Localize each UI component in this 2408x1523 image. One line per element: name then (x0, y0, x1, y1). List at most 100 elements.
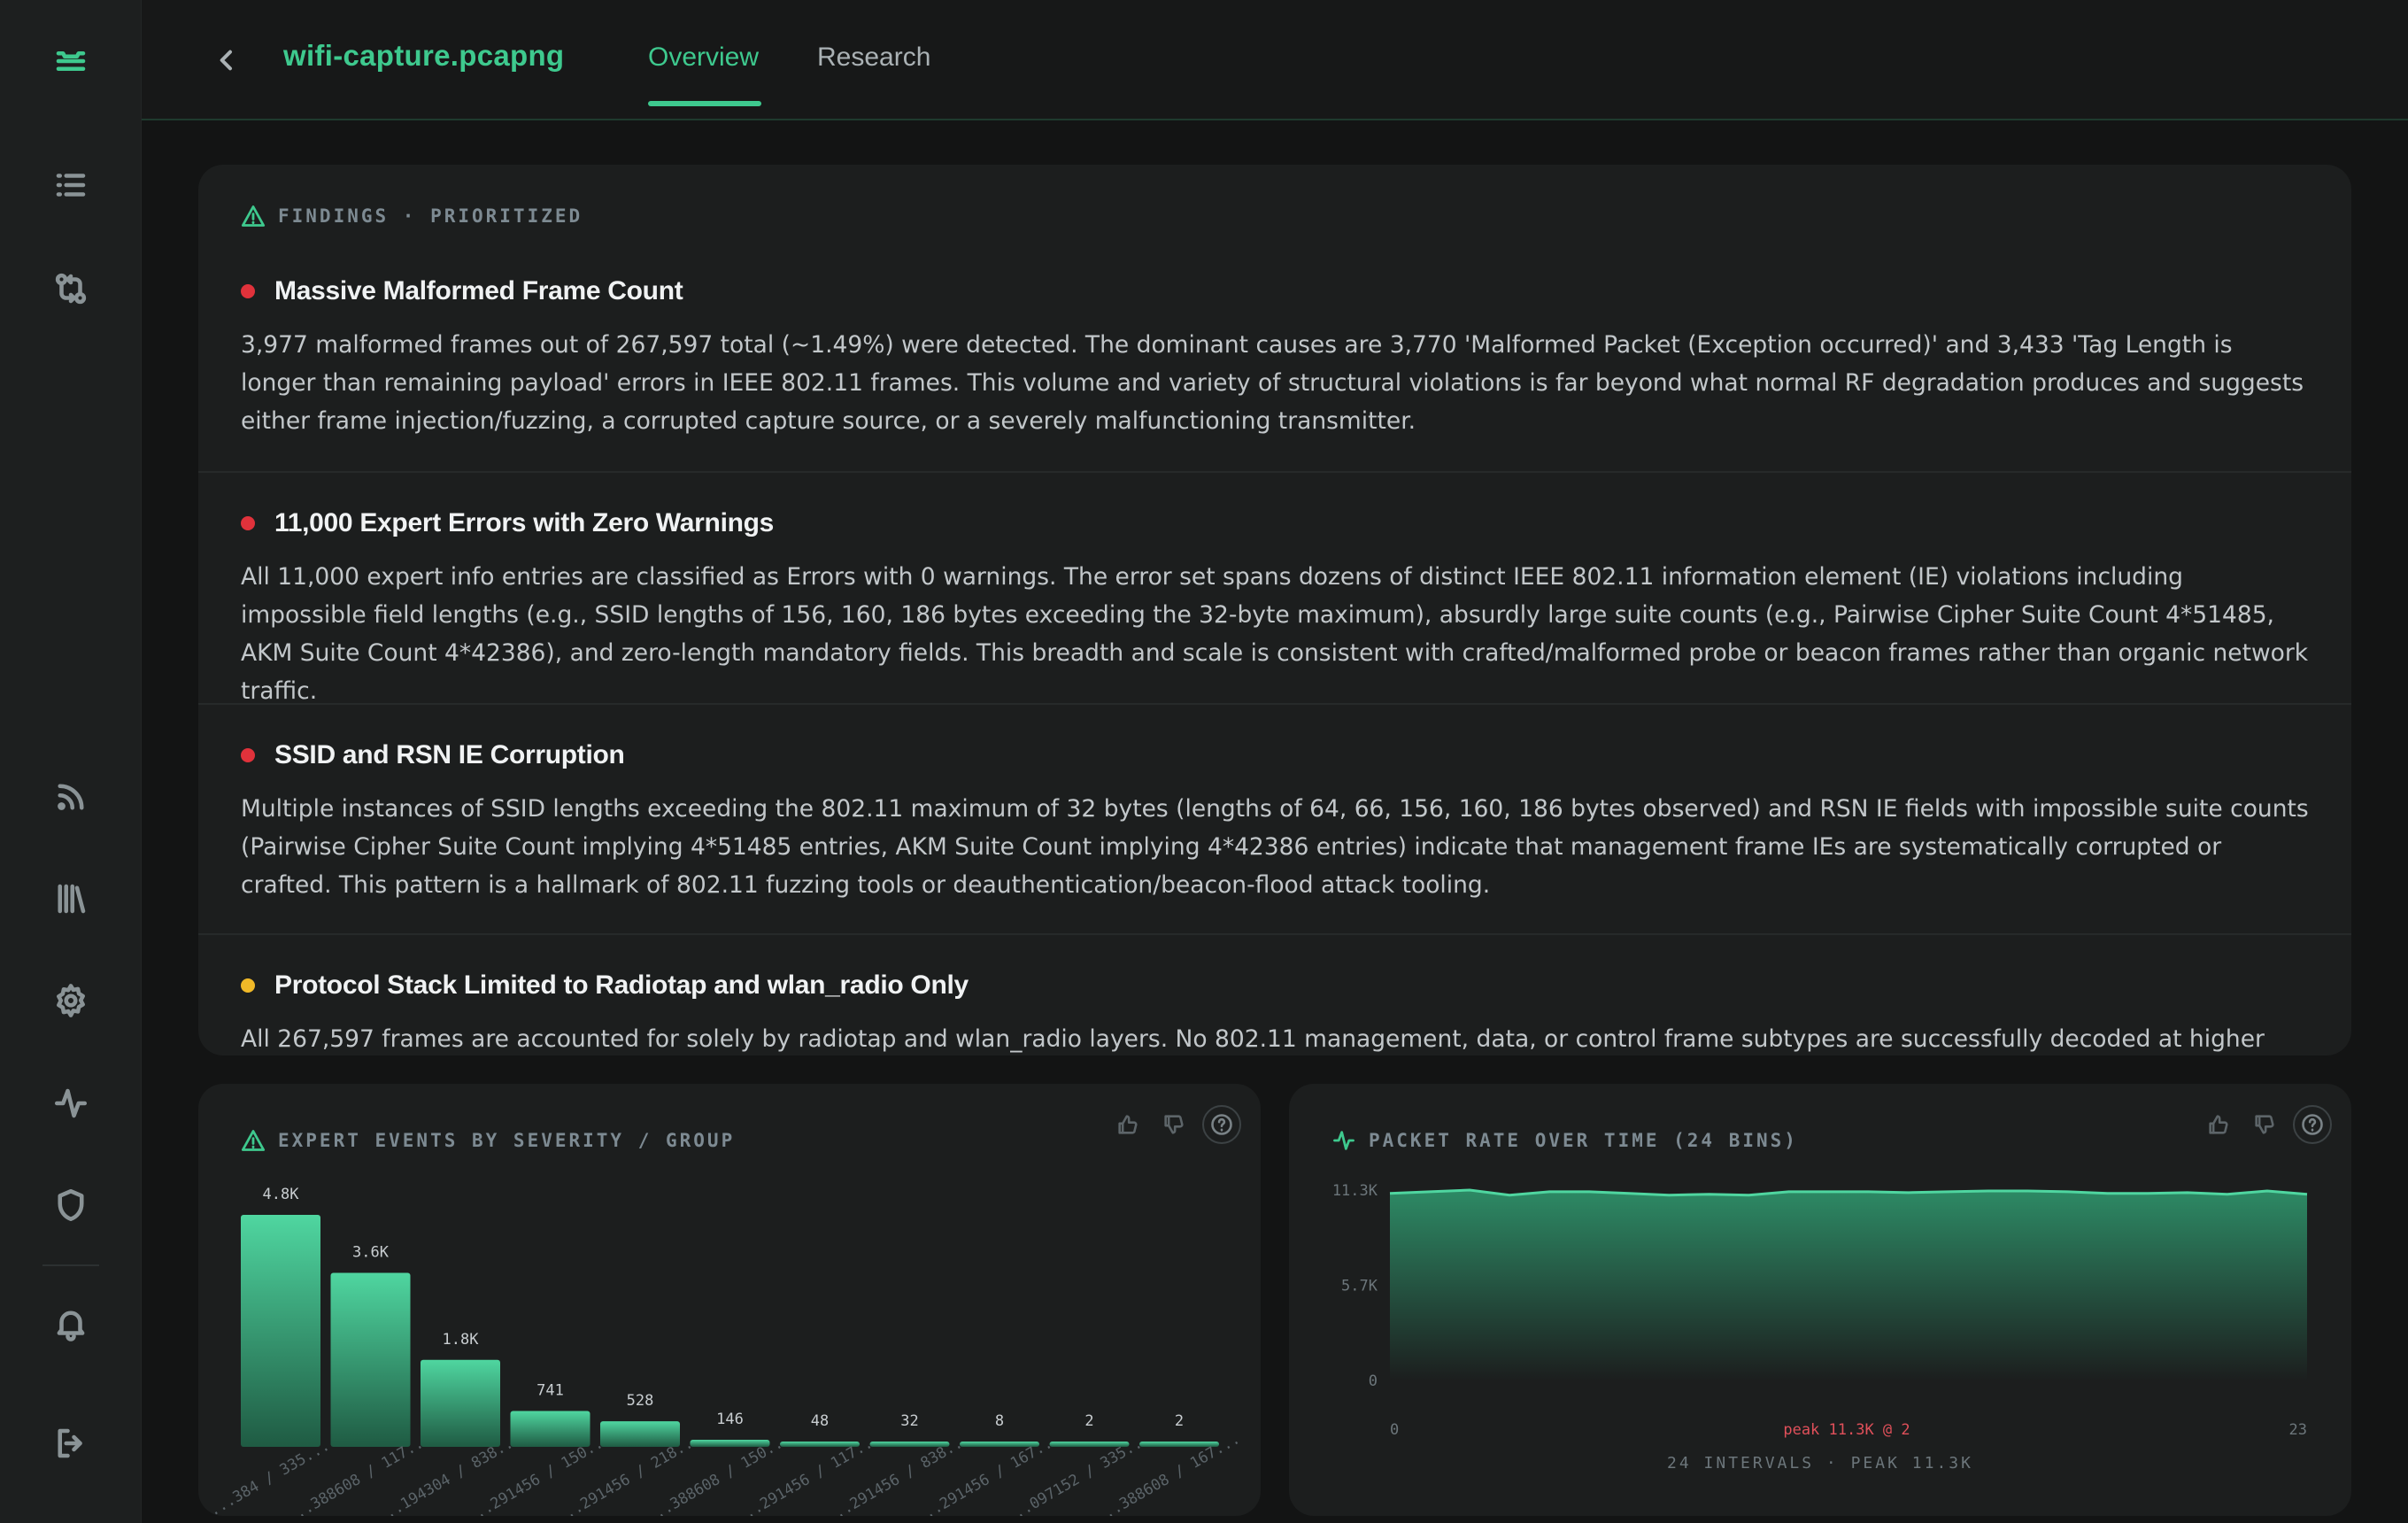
library-icon[interactable] (49, 877, 93, 921)
tab-overview[interactable]: Overview (648, 43, 760, 72)
divider (198, 933, 2351, 935)
packet-rate-chart: 0 5.7K 11.3K 0 23 peak 11.3K @ 2 24 INTERVALS … (1332, 1182, 2308, 1473)
packet-rate-heading-label: PACKET RATE OVER TIME (24 BINS) (1369, 1130, 1798, 1151)
finding-body: All 267,597 frames are accounted for sol… (241, 1025, 2265, 1053)
list-icon[interactable] (49, 163, 93, 207)
finding-title-row: 11,000 Expert Errors with Zero Warnings (241, 508, 2309, 538)
sidebar (0, 0, 142, 1523)
bar-value-label: 3.6K (352, 1244, 390, 1262)
question-icon (1211, 1114, 1232, 1135)
findings-card: FINDINGS · PRIORITIZED Massive Malformed… (198, 165, 2351, 1055)
peak-label: peak 11.3K @ 2 (1783, 1421, 1910, 1439)
finding-title-row: Protocol Stack Limited to Radiotap and w… (241, 970, 2309, 1001)
gear-icon[interactable] (49, 978, 93, 1023)
bar-1[interactable] (330, 1272, 411, 1448)
bar-4[interactable] (600, 1421, 680, 1447)
help-button[interactable] (2293, 1105, 2332, 1144)
y-tick-label: 5.7K (1341, 1278, 1378, 1295)
divider (198, 471, 2351, 473)
help-button[interactable] (1202, 1105, 1241, 1144)
shield-icon[interactable] (49, 1183, 93, 1227)
thumbs-down-button[interactable] (2247, 1105, 2282, 1144)
bar-3[interactable] (510, 1411, 590, 1447)
compare-icon[interactable] (49, 267, 93, 311)
card-actions (1110, 1105, 1241, 1144)
thumbs-up-button[interactable] (2201, 1105, 2236, 1144)
y-tick-label: 11.3K (1332, 1182, 1378, 1200)
bar-2[interactable] (421, 1359, 500, 1447)
findings-heading: FINDINGS · PRIORITIZED (241, 204, 583, 228)
expert-events-chart: 4.8K...384 / 335...3.6K...388608 / 117..… (206, 1186, 1243, 1516)
expert-events-heading-label: EXPERT EVENTS BY SEVERITY / GROUP (278, 1130, 736, 1151)
bar-5[interactable] (690, 1440, 770, 1447)
bell-icon[interactable] (49, 1302, 93, 1346)
finding-body: Multiple instances of SSID lengths excee… (241, 795, 2309, 899)
card-actions (2201, 1105, 2332, 1144)
logout-icon[interactable] (49, 1421, 93, 1465)
severity-dot-critical (241, 748, 255, 762)
expert-events-card: 4.8K ...384 / 335... 3.6K ...388608 / 117..… (198, 1084, 1261, 1516)
bar-10[interactable] (1139, 1442, 1219, 1447)
finding-item[interactable]: Protocol Stack Limited to Radiotap and w… (198, 970, 2351, 1055)
severity-dot-warning (241, 978, 255, 993)
bar-value-label: 4.8K (263, 1186, 300, 1203)
bar-value-label: 2 (1084, 1412, 1093, 1430)
packet-rate-heading: PACKET RATE OVER TIME (24 BINS) (1331, 1128, 1798, 1153)
warning-triangle-icon (241, 1130, 266, 1151)
bar-7[interactable] (869, 1442, 950, 1447)
chevron-left-icon (220, 50, 232, 71)
bar-0[interactable] (241, 1215, 320, 1447)
divider (198, 703, 2351, 705)
finding-item[interactable]: Massive Malformed Frame Count 3,977 malf… (198, 276, 2351, 440)
question-icon (2302, 1114, 2323, 1135)
bar-9[interactable] (1049, 1442, 1130, 1447)
packet-rate-card: 0 5.7K 11.3K 0 23 peak 11.3K @ 2 24 INTERVALS … (1289, 1084, 2351, 1516)
top-bar: wifi-capture.pcapng Overview Research (142, 0, 2408, 120)
bar-value-label: 528 (627, 1392, 654, 1410)
finding-title: Massive Malformed Frame Count (274, 276, 683, 305)
bar-value-label: 2 (1175, 1412, 1184, 1430)
rss-icon[interactable] (49, 775, 93, 819)
severity-dot-critical (241, 516, 255, 530)
finding-item[interactable]: SSID and RSN IE Corruption Multiple inst… (198, 740, 2351, 904)
activity-icon[interactable] (49, 1081, 93, 1125)
thumbs-up-button[interactable] (1110, 1105, 1146, 1144)
findings-heading-label: FINDINGS · PRIORITIZED (278, 205, 583, 227)
thumbs-down-icon (1164, 1115, 1184, 1134)
sidebar-divider (42, 1264, 99, 1266)
activity-icon (1333, 1131, 1354, 1150)
finding-body: 3,977 malformed frames out of 267,597 to… (241, 331, 2304, 435)
bar-value-label: 8 (995, 1412, 1004, 1430)
tab-research[interactable]: Research (817, 43, 931, 72)
back-button[interactable] (205, 39, 248, 81)
x-tick-label: 23 (2289, 1421, 2307, 1439)
bar-value-label: 32 (900, 1412, 918, 1430)
finding-title: 11,000 Expert Errors with Zero Warnings (274, 508, 775, 537)
thumbs-up-icon (1118, 1115, 1138, 1134)
finding-title: Protocol Stack Limited to Radiotap and w… (274, 970, 969, 1000)
bar-value-label: 741 (536, 1382, 564, 1400)
warning-triangle-icon (241, 205, 266, 227)
x-tick-label: 0 (1390, 1421, 1399, 1439)
finding-body: All 11,000 expert info entries are class… (241, 563, 2309, 705)
file-title: wifi-capture.pcapng (283, 39, 565, 72)
finding-title-row: SSID and RSN IE Corruption (241, 740, 2309, 770)
thumbs-down-button[interactable] (1156, 1105, 1192, 1144)
bar-value-label: 1.8K (443, 1331, 480, 1349)
finding-item[interactable]: 11,000 Expert Errors with Zero Warnings … (198, 508, 2351, 710)
active-tab-indicator (648, 101, 761, 106)
severity-dot-critical (241, 284, 255, 298)
chart-footer: 24 INTERVALS · PEAK 11.3K (1667, 1454, 1973, 1473)
packet-rate-line[interactable] (1389, 1188, 2308, 1197)
thumbs-down-icon (2255, 1115, 2274, 1134)
finding-title: SSID and RSN IE Corruption (274, 740, 625, 769)
brand-logo-icon[interactable] (49, 39, 93, 83)
bar-6[interactable] (780, 1442, 860, 1447)
bar-8[interactable] (960, 1442, 1039, 1447)
bar-value-label: 146 (716, 1411, 744, 1428)
thumbs-up-icon (2209, 1115, 2228, 1134)
bar-value-label: 48 (811, 1412, 829, 1430)
y-tick-label: 0 (1369, 1372, 1378, 1390)
packet-rate-area (1390, 1190, 2307, 1380)
expert-events-heading: EXPERT EVENTS BY SEVERITY / GROUP (241, 1128, 735, 1153)
